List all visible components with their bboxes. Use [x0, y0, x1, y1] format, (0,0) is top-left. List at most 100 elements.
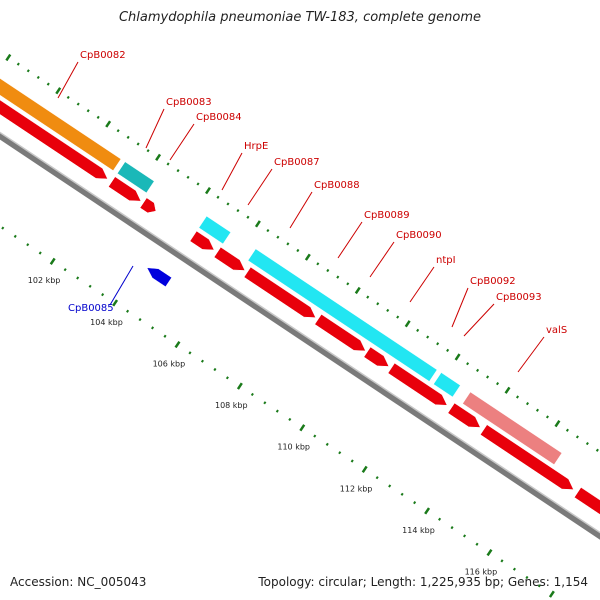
leader-line-hrpe [221, 152, 243, 191]
outer-minor-tick [16, 62, 20, 66]
gene-label-cpb0088: CpB0088 [314, 180, 360, 191]
ruler-minor-tick [200, 359, 204, 363]
ruler-minor-tick [388, 484, 392, 488]
gene-arrow-cpb0085 [146, 267, 173, 288]
ruler-minor-tick [275, 409, 279, 413]
outer-minor-tick [525, 402, 530, 406]
feature-bars [0, 78, 563, 465]
outer-minor-tick [146, 149, 150, 153]
gene-label-cpb0090: CpB0090 [396, 230, 442, 241]
feature-bar-hrpe [198, 215, 232, 245]
gene-label-cpb0093: CpB0093 [496, 292, 542, 303]
leader-line-cpb0088 [289, 191, 313, 229]
outer-minor-tick [366, 295, 370, 299]
outer-major-tick [205, 187, 211, 195]
ruler-minor-tick [512, 567, 516, 571]
outer-major-tick [155, 153, 162, 161]
kbp-label: 108 kbp [215, 401, 248, 410]
leader-line-vals [517, 336, 545, 373]
ruler-major-tick [548, 590, 555, 598]
leader-line-cpb0085 [109, 265, 134, 306]
gene-label-ntpi: ntpI [436, 255, 456, 266]
gene-label-cpb0082: CpB0082 [80, 50, 126, 61]
outer-minor-tick [326, 268, 330, 273]
outer-minor-tick [416, 328, 420, 333]
ruler-minor-tick [101, 293, 105, 297]
feature-bar-vals [462, 391, 563, 465]
gene-label-cpb0089: CpB0089 [364, 210, 410, 221]
kbp-label: 112 kbp [340, 484, 373, 493]
gene-label-cpb0083: CpB0083 [166, 97, 212, 108]
outer-minor-tick [436, 342, 440, 346]
outer-minor-tick [426, 335, 430, 339]
ruler-minor-tick [438, 517, 442, 521]
outer-minor-tick [186, 175, 190, 179]
outer-minor-tick [276, 235, 280, 239]
gene-arrow-cpb0090 [363, 346, 390, 367]
ruler-minor-tick [288, 417, 292, 422]
outer-minor-tick [296, 248, 300, 253]
leader-line-cpb0090 [369, 241, 395, 278]
backbone-layer [0, 131, 600, 540]
outer-major-tick [454, 353, 461, 361]
gene-arrow-ntpi [387, 362, 448, 406]
outer-minor-tick [96, 115, 100, 119]
outer-major-tick [254, 220, 261, 228]
outer-major-tick [404, 320, 411, 328]
ruler-minor-tick [76, 276, 80, 280]
ruler-minor-tick [63, 268, 67, 272]
outer-minor-tick [116, 129, 120, 133]
ruler-minor-tick [263, 401, 267, 405]
outer-minor-tick [76, 102, 80, 106]
ruler-minor-tick [525, 575, 529, 580]
gene-arrow-cpb0084 [139, 197, 157, 214]
feature-bar-cpb0092 [433, 372, 461, 398]
outer-major-tick [554, 419, 561, 428]
gene-arrow-cpb0088 [243, 266, 317, 318]
ruler-minor-tick [151, 326, 155, 330]
leader-line-cpb0092 [451, 287, 469, 328]
ruler-major-tick [112, 299, 119, 307]
ruler-major-tick [424, 507, 431, 515]
outer-minor-tick [136, 142, 140, 146]
outer-minor-tick [36, 75, 40, 80]
ruler-minor-tick [413, 501, 417, 505]
outer-minor-tick [386, 308, 390, 313]
kbp-label: 114 kbp [402, 526, 435, 535]
outer-minor-tick [486, 375, 490, 379]
gene-arrow-cpb0087 [213, 246, 246, 271]
kbp-label: 116 kbp [465, 567, 498, 576]
outer-minor-tick [316, 262, 320, 266]
outer-major-tick [354, 286, 361, 295]
ruler-minor-tick [126, 309, 130, 313]
ruler-minor-tick [450, 525, 454, 530]
ruler-minor-tick [163, 334, 167, 338]
outer-minor-tick [26, 69, 30, 73]
outer-minor-tick [545, 415, 549, 419]
ruler-minor-tick [463, 534, 467, 538]
outer-minor-tick [246, 215, 250, 219]
kbp-label: 110 kbp [277, 443, 310, 452]
ruler-major-tick [236, 382, 243, 390]
outer-minor-tick [346, 282, 350, 286]
ruler-minor-tick [500, 559, 504, 563]
kbp-label: 106 kbp [153, 359, 186, 368]
outer-minor-tick [585, 441, 589, 446]
outer-minor-tick [176, 169, 180, 173]
gene-label-cpb0087: CpB0087 [274, 157, 320, 168]
outer-minor-tick [216, 195, 220, 199]
ruler-minor-tick [375, 476, 379, 480]
outer-minor-tick [535, 408, 539, 412]
gene-arrows [0, 99, 600, 515]
ruler-major-tick [299, 424, 306, 432]
feature-bar-cpb0082 [0, 78, 122, 171]
kbp-label: 102 kbp [28, 276, 61, 285]
ruler-minor-tick [213, 367, 217, 372]
ruler-major-tick [486, 548, 493, 557]
gene-arrow-cpb0093 [447, 402, 481, 428]
outer-major-tick [105, 120, 112, 128]
kbp-label: 104 kbp [90, 318, 123, 327]
leader-line-cpb0087 [247, 168, 273, 206]
